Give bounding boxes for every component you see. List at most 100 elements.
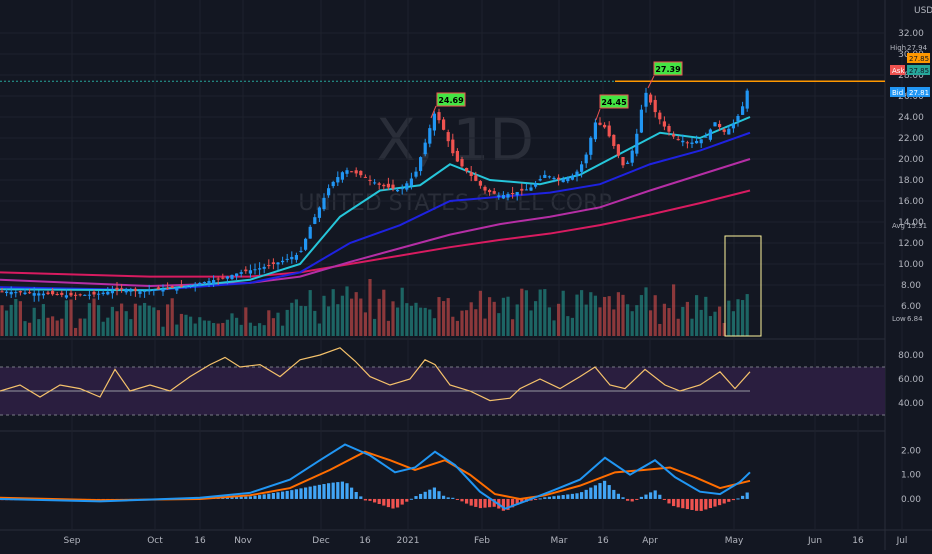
price-tick-label: 22.00 <box>898 134 924 144</box>
volume-bar <box>235 317 239 336</box>
volume-bar <box>405 303 409 336</box>
candle-body <box>524 189 528 191</box>
volume-bar <box>239 324 243 336</box>
volume-bar <box>331 289 335 336</box>
volume-bar <box>138 305 142 336</box>
volume-bar <box>557 303 561 336</box>
volume-bar <box>515 304 519 336</box>
candle-body <box>409 178 413 186</box>
candles[interactable] <box>0 87 749 302</box>
macd-histogram-bar <box>368 498 372 501</box>
candle-body <box>469 172 473 177</box>
candle-body <box>290 256 294 260</box>
rsi-tick-label: 40.00 <box>898 399 924 409</box>
candle-body <box>368 179 372 181</box>
candle-body <box>124 289 128 293</box>
macd-histogram-bar <box>685 498 689 510</box>
volume-bar <box>396 307 400 336</box>
candle-body <box>511 192 515 194</box>
macd-histogram-bar <box>672 498 676 507</box>
candle-body <box>552 177 556 180</box>
ema-mid-line <box>0 131 751 292</box>
candle-body <box>414 171 418 177</box>
volume-bar <box>708 316 712 336</box>
svg-text:27.81: 27.81 <box>909 89 929 97</box>
time-tick-label: 16 <box>359 536 371 546</box>
candle-body <box>239 272 243 274</box>
volume-bar <box>78 318 82 336</box>
volume-bar <box>115 311 119 336</box>
candle-body <box>478 181 482 186</box>
candle-body <box>69 292 73 296</box>
candle-body <box>736 115 740 122</box>
macd-axis[interactable]: 2.00 1.00 0.00 <box>901 447 921 505</box>
candle-body <box>189 284 193 286</box>
candle-body <box>327 188 331 196</box>
volume-bar <box>547 307 551 336</box>
macd-histogram-bar <box>276 492 280 499</box>
volume-bar <box>506 296 510 336</box>
macd-histogram-bar <box>506 498 510 510</box>
candle-body <box>708 129 712 140</box>
volume-bar <box>658 323 662 336</box>
candle-body <box>396 189 400 192</box>
candle-body <box>32 293 36 296</box>
volume-bar <box>32 307 36 336</box>
volume-bar <box>152 307 156 336</box>
volume-bar <box>465 310 469 336</box>
candle-body <box>745 90 749 109</box>
macd-histogram-bar <box>547 496 551 499</box>
candle-body <box>299 250 303 252</box>
candle-body <box>244 269 248 272</box>
candle-body <box>120 288 124 290</box>
time-tick-label: Sep <box>64 536 81 546</box>
rsi-axis[interactable]: 80.00 60.00 40.00 <box>898 351 924 409</box>
macd-histogram-bar <box>230 496 234 499</box>
volume-bar <box>350 298 354 336</box>
macd-histogram-bar <box>258 495 262 499</box>
candle-body <box>492 191 496 194</box>
candle-body <box>166 287 170 289</box>
volume-bar <box>271 318 275 336</box>
volume-bar <box>511 319 515 336</box>
volume-bar <box>437 297 441 336</box>
svg-text:Avg: Avg <box>892 222 905 230</box>
macd-histogram-bar <box>635 498 639 500</box>
candle-body <box>695 140 699 144</box>
candle-body <box>359 170 363 176</box>
candle-body <box>83 294 87 296</box>
macd-histogram-bar <box>239 496 243 499</box>
candle-body <box>373 182 377 184</box>
volume-bar <box>87 303 91 336</box>
macd-histogram-bar <box>552 496 556 499</box>
candle-body <box>423 142 427 155</box>
volume-bar <box>5 310 9 336</box>
candle-body <box>37 293 41 296</box>
volume-bar <box>731 311 735 336</box>
volume-bar <box>649 310 653 336</box>
macd-histogram-bar <box>731 498 735 501</box>
watermark-symbol: X, 1D <box>376 106 534 174</box>
volume-bar <box>14 298 18 336</box>
time-tick-label: Jul <box>896 536 908 546</box>
volume-bar <box>474 309 478 336</box>
candle-body <box>566 177 570 182</box>
macd-histogram-bar <box>281 491 285 499</box>
macd-histogram-bar <box>373 498 377 503</box>
candle-body <box>106 291 110 295</box>
volume-bar <box>340 295 344 336</box>
time-axis[interactable]: Sep Oct 16 Nov Dec 16 2021 Feb Mar 16 Apr May Jun 16 J… <box>64 536 908 546</box>
candle-body <box>28 292 32 294</box>
candle-body <box>0 291 4 293</box>
volume-bar <box>276 312 280 336</box>
volume-bar <box>446 298 450 336</box>
macd-histogram-bar <box>626 498 630 501</box>
candle-body <box>304 238 308 250</box>
macd-histogram-bar <box>446 497 450 499</box>
volume-bar <box>179 313 183 336</box>
candle-body <box>55 293 59 295</box>
volume-bar <box>51 316 55 336</box>
volume-bar <box>124 311 128 336</box>
